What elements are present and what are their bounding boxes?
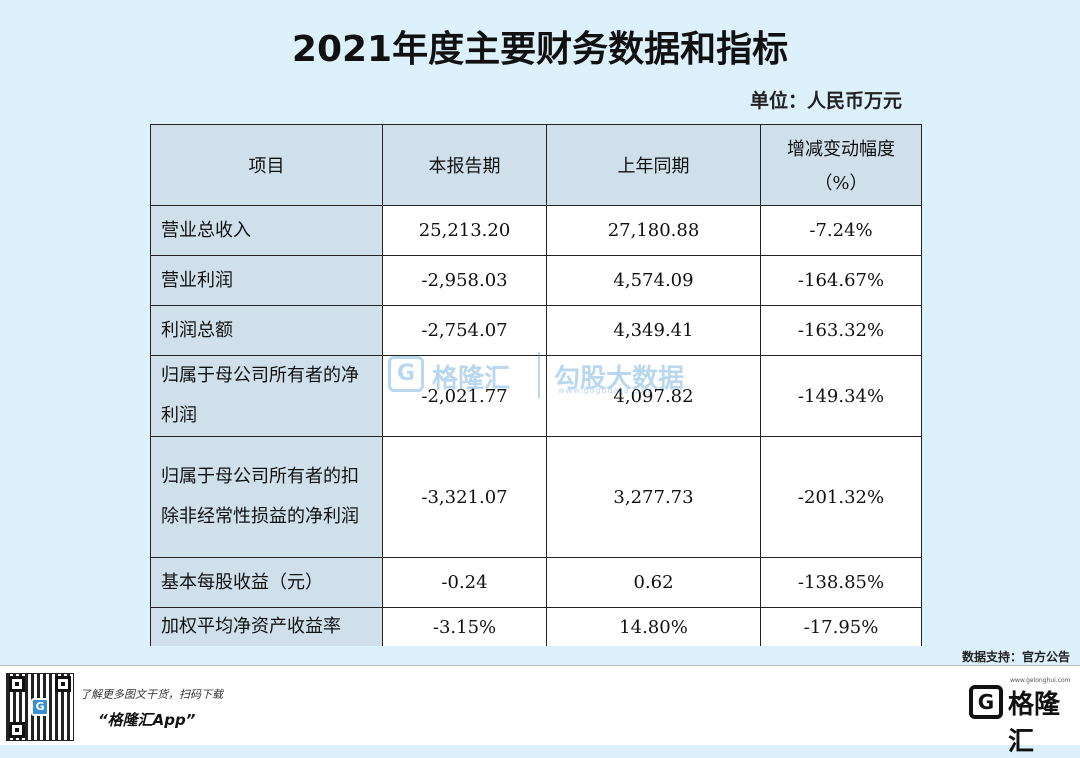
header-change: 增减变动幅度 （%） (760, 124, 922, 206)
table-row: 营业总收入 25,213.20 27,180.88 -7.24% (150, 205, 922, 256)
qr-corner (9, 722, 25, 738)
cell-prior: 0.62 (546, 557, 761, 608)
cell-current: -2,958.03 (382, 255, 547, 306)
financial-table: 项目 本报告期 上年同期 增减变动幅度 （%） 营业总收入 25,213.20 … (150, 124, 922, 646)
brand-url: www.gelonghui.com (1010, 677, 1071, 684)
cell-current: -2,021.77 (382, 355, 547, 437)
unit-label: 单位：人民币万元 (749, 90, 902, 112)
footer-divider (0, 665, 1080, 666)
cell-change: -163.32% (760, 305, 922, 356)
row-label: 利润总额 (150, 305, 383, 356)
table-header-row: 项目 本报告期 上年同期 增减变动幅度 （%） (150, 124, 922, 206)
header-prior: 上年同期 (546, 124, 761, 206)
header-change-label: 增减变动幅度 (787, 139, 895, 160)
row-label: 营业利润 (150, 255, 383, 306)
cell-prior: 4,574.09 (546, 255, 761, 306)
table-row: 利润总额 -2,754.07 4,349.41 -163.32% (150, 305, 922, 356)
table-row: 营业利润 -2,958.03 4,574.09 -164.67% (150, 255, 922, 306)
source-note: 数据支持：官方公告 (961, 650, 1070, 664)
cell-change: -17.95% (760, 607, 922, 646)
promo-line: 了解更多图文干货，扫码下载 (80, 688, 223, 701)
qr-corner (55, 676, 71, 692)
row-label: 营业总收入 (150, 205, 383, 256)
cell-change: -7.24% (760, 205, 922, 256)
qr-corner (9, 676, 25, 692)
row-label: 归属于母公司所有者的净利润 (150, 355, 383, 437)
cell-change: -149.34% (760, 355, 922, 437)
app-name: “格隆汇App” (98, 711, 196, 729)
table-row: 归属于母公司所有者的净利润 -2,021.77 4,097.82 -149.34… (150, 355, 922, 437)
row-label: 归属于母公司所有者的扣除非经常性损益的净利润 (150, 436, 383, 558)
row-label: 加权平均净资产收益率 (150, 607, 383, 646)
cell-change: -138.85% (760, 557, 922, 608)
cell-prior: 4,097.82 (546, 355, 761, 437)
page-title: 2021年度主要财务数据和指标 (291, 29, 789, 70)
cell-current: -3,321.07 (382, 436, 547, 558)
header-current: 本报告期 (382, 124, 547, 206)
brand-logo-icon: G (969, 685, 1003, 719)
cell-current: -3.15% (382, 607, 547, 646)
table-row: 基本每股收益（元） -0.24 0.62 -138.85% (150, 557, 922, 608)
cell-prior: 3,277.73 (546, 436, 761, 558)
cell-current: -0.24 (382, 557, 547, 608)
header-change-unit: （%） (814, 173, 868, 194)
qr-center-logo-icon: G (31, 698, 49, 716)
brand-name: 格隆汇 (1008, 690, 1061, 757)
cell-change: -201.32% (760, 436, 922, 558)
header-item: 项目 (150, 124, 383, 206)
row-label: 基本每股收益（元） (150, 557, 383, 608)
cell-change: -164.67% (760, 255, 922, 306)
cell-prior: 4,349.41 (546, 305, 761, 356)
qr-code-icon[interactable]: G (6, 673, 74, 741)
cell-prior: 14.80% (546, 607, 761, 646)
cell-current: 25,213.20 (382, 205, 547, 256)
cell-current: -2,754.07 (382, 305, 547, 356)
cell-prior: 27,180.88 (546, 205, 761, 256)
footer: G 了解更多图文干货，扫码下载 “格隆汇App” G www.gelonghui… (0, 665, 1080, 757)
table-row: 加权平均净资产收益率 -3.15% 14.80% -17.95% (150, 607, 922, 646)
table-row: 归属于母公司所有者的扣除非经常性损益的净利润 -3,321.07 3,277.7… (150, 436, 922, 558)
